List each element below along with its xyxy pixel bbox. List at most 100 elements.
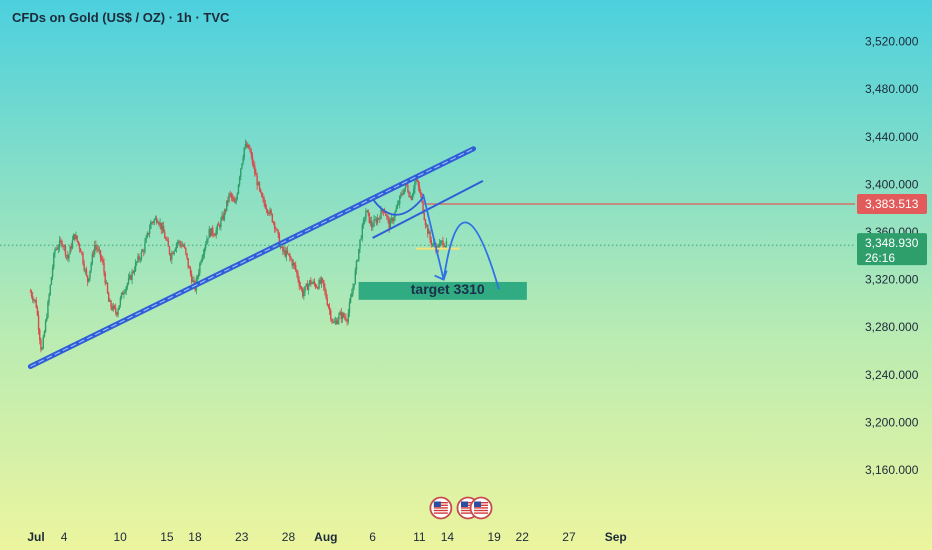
candle-down [62, 245, 64, 247]
candle-up [400, 193, 402, 197]
candle-up [376, 218, 379, 224]
candle-up [118, 305, 120, 310]
x-tick-label: 22 [516, 530, 530, 544]
candle-down [325, 291, 327, 299]
x-tick-label: 23 [235, 530, 249, 544]
x-tick-label: 6 [369, 530, 376, 544]
candle-up [136, 261, 138, 263]
candle-up [159, 222, 161, 225]
candle-up [41, 348, 43, 350]
candle-up [51, 267, 54, 278]
candle-up [207, 238, 209, 240]
candle-down [306, 283, 309, 291]
candle-up [380, 209, 382, 220]
candle-up [311, 283, 313, 285]
candle-up [174, 248, 177, 252]
candle-up [134, 262, 137, 271]
candle-up [348, 302, 351, 313]
candle-up [359, 239, 361, 249]
candle-up [399, 196, 401, 204]
candle-down [256, 175, 258, 186]
event-flag-canton [433, 501, 441, 507]
candle-up [243, 147, 245, 158]
candle-up [57, 247, 60, 250]
candle-down [294, 265, 297, 271]
candle-down [77, 241, 80, 244]
candle-up [358, 248, 360, 261]
candle-down [60, 240, 62, 242]
candle-up [352, 287, 354, 294]
candle-up [441, 240, 443, 242]
axes-layer: 3,520.0003,480.0003,440.0003,400.0003,36… [0, 35, 927, 544]
candle-up [439, 241, 442, 244]
candle-down [70, 246, 72, 249]
candle-up [50, 277, 53, 285]
candle-up [244, 143, 247, 148]
candle-up [144, 242, 146, 252]
candle-down [417, 181, 420, 187]
candle-up [425, 224, 428, 226]
candle-up [140, 251, 143, 259]
candle-up [157, 222, 159, 224]
candle-down [98, 249, 101, 251]
candle-up [173, 251, 175, 255]
candle-down [85, 269, 88, 276]
candle-down [231, 197, 234, 199]
candle-up [363, 219, 366, 221]
event-flag-icon [429, 496, 453, 520]
candle-up [428, 231, 430, 234]
candle-down [277, 229, 279, 235]
x-tick-label: 27 [562, 530, 576, 544]
candle-down [160, 222, 162, 231]
candle-down [279, 246, 282, 248]
candle-down [83, 263, 85, 271]
candle-down [317, 287, 319, 289]
resistance-price-text: 3,383.513 [865, 197, 919, 211]
candle-up [305, 283, 307, 287]
y-tick-label: 3,320.000 [865, 273, 919, 287]
candle-up [223, 210, 226, 220]
drop-arrow-line [422, 193, 445, 280]
candle-down [410, 196, 413, 200]
x-tick-label: Jul [27, 530, 44, 544]
candle-down [92, 253, 95, 255]
candle-up [145, 237, 147, 243]
candle-down [270, 210, 272, 214]
candle-up [431, 243, 434, 245]
candle-down [298, 280, 300, 286]
candle-up [402, 193, 404, 195]
y-tick-label: 3,520.000 [865, 35, 919, 49]
candle-down [407, 185, 409, 193]
candle-down [78, 243, 81, 249]
event-flag-stripe [474, 512, 489, 514]
candle-down [430, 239, 432, 245]
candle-up [307, 284, 310, 291]
candle-down [289, 254, 291, 258]
y-tick-label: 3,200.000 [865, 415, 919, 429]
candle-up [356, 260, 359, 262]
candle-up [43, 331, 46, 337]
y-tick-label: 3,480.000 [865, 82, 919, 96]
candle-up [153, 219, 155, 223]
candle-up [445, 241, 448, 247]
candle-up [215, 230, 217, 236]
candle-up [341, 313, 344, 320]
candle-up [68, 254, 70, 259]
candle-up [58, 240, 61, 248]
candle-up [366, 210, 368, 213]
x-tick-label: 18 [188, 530, 202, 544]
candle-down [275, 228, 277, 230]
candle-up [333, 322, 335, 324]
candle-down [368, 212, 371, 223]
candle-down [418, 186, 421, 192]
candle-down [323, 280, 325, 287]
candle-up [312, 281, 314, 284]
target-label: target 3310 [411, 281, 485, 297]
candle-up [216, 224, 219, 231]
candle-down [76, 235, 78, 242]
candle-down [299, 285, 302, 288]
y-tick-label: 3,400.000 [865, 177, 919, 191]
candle-up [201, 256, 203, 262]
candle-down [162, 226, 165, 233]
candle-up [181, 245, 184, 247]
